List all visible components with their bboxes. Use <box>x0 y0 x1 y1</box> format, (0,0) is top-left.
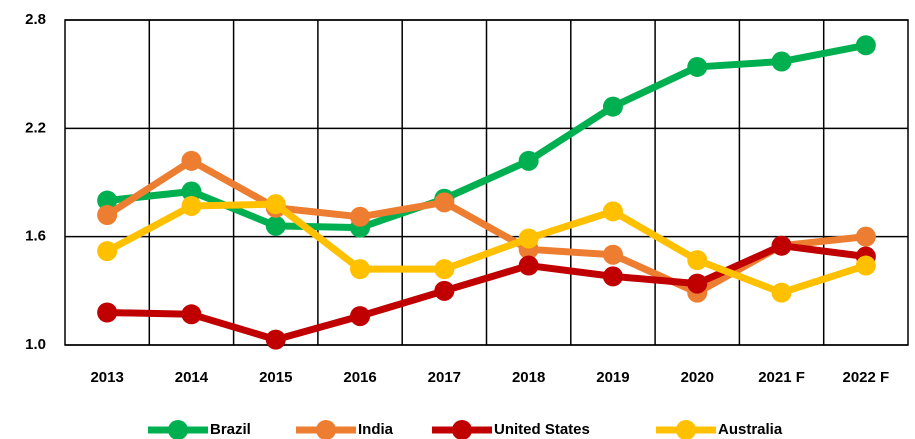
data-point <box>350 259 371 280</box>
data-point <box>97 241 118 262</box>
data-point <box>265 194 286 215</box>
x-tick-label: 2022 F <box>842 369 889 386</box>
data-point <box>602 266 623 287</box>
plot-border <box>64 19 909 346</box>
data-point <box>771 235 792 256</box>
legend-marker <box>168 420 188 439</box>
x-tick-label: 2013 <box>90 369 123 386</box>
data-point <box>97 205 118 225</box>
x-tick-label: 2020 <box>681 369 714 386</box>
data-point <box>434 192 455 213</box>
data-point <box>518 150 539 171</box>
x-tick-label: 2016 <box>343 369 376 386</box>
data-point <box>602 96 623 117</box>
x-tick-label: 2021 F <box>758 369 805 386</box>
data-point <box>97 190 118 211</box>
data-point <box>181 181 202 202</box>
data-point <box>602 201 623 222</box>
x-tick-label: 2014 <box>175 369 209 386</box>
legend-label: Australia <box>718 421 783 438</box>
legend-label: India <box>358 421 394 438</box>
data-point <box>771 51 792 72</box>
x-tick-label: 2017 <box>428 369 461 386</box>
data-point <box>518 255 539 276</box>
y-tick-label: 1.0 <box>25 336 46 353</box>
data-point <box>434 259 455 280</box>
data-point <box>687 273 708 294</box>
series-line <box>107 242 867 344</box>
data-point <box>855 255 876 276</box>
data-point <box>434 280 455 301</box>
data-point <box>181 304 202 325</box>
legend-label: United States <box>494 421 590 438</box>
data-point <box>855 226 876 247</box>
data-point <box>771 282 792 303</box>
x-tick-label: 2018 <box>512 369 545 386</box>
y-tick-label: 1.6 <box>25 228 46 245</box>
y-tick-label: 2.2 <box>25 119 46 136</box>
series-line <box>105 157 867 297</box>
data-point <box>97 302 118 323</box>
x-tick-label: 2015 <box>259 369 292 386</box>
data-point <box>855 35 876 56</box>
data-point <box>350 306 371 327</box>
legend-label: Brazil <box>210 421 251 438</box>
legend-marker <box>676 420 696 439</box>
data-point <box>265 329 286 350</box>
y-tick-label: 2.8 <box>25 11 46 28</box>
data-point <box>265 215 286 236</box>
data-point <box>181 150 202 171</box>
series-line <box>105 200 867 297</box>
data-point <box>181 195 202 216</box>
data-point <box>687 56 708 77</box>
legend-marker <box>316 420 336 439</box>
legend-marker <box>452 420 472 439</box>
data-point <box>518 228 539 249</box>
series-line <box>106 41 867 232</box>
data-point <box>602 244 623 265</box>
data-point <box>350 206 371 227</box>
x-tick-label: 2019 <box>596 369 629 386</box>
data-point <box>687 250 708 271</box>
